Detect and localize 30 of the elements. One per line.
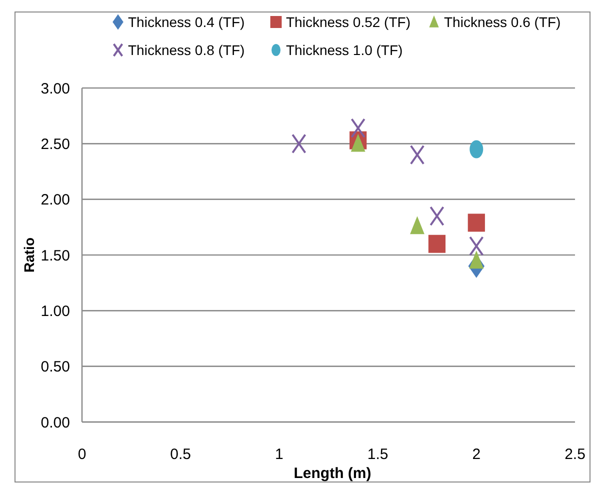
point bbox=[292, 134, 306, 154]
point bbox=[469, 236, 484, 256]
legend-label: Thickness 1.0 (TF) bbox=[286, 42, 403, 58]
y-tick-label: 3.00 bbox=[40, 80, 70, 98]
y-tick-label: 2.00 bbox=[40, 192, 70, 209]
x-tick-label: 0 bbox=[78, 446, 86, 463]
legend-label: Thickness 0.6 (TF) bbox=[444, 14, 561, 30]
y-tick-label: 2.50 bbox=[40, 136, 70, 153]
point bbox=[470, 140, 484, 158]
y-tick-label: 1.50 bbox=[40, 247, 70, 264]
legend-label: Thickness 0.52 (TF) bbox=[286, 14, 410, 30]
y-tick-label: 0.50 bbox=[40, 358, 70, 376]
x-tick-label: 1.5 bbox=[367, 446, 388, 463]
x-tick-label: 0.5 bbox=[170, 446, 192, 463]
legend-label: Thickness 0.8 (TF) bbox=[128, 42, 245, 58]
y-tick-label: 1.00 bbox=[40, 302, 70, 320]
point bbox=[468, 214, 485, 232]
y-tick-label: 0.00 bbox=[40, 414, 70, 432]
x-tick-label: 2 bbox=[472, 446, 481, 463]
point bbox=[350, 118, 366, 138]
legend-label: Thickness 0.4 (TF) bbox=[128, 14, 245, 30]
x-tick-label: 1 bbox=[275, 446, 284, 463]
point bbox=[428, 234, 446, 253]
y-axis-title: Ratio bbox=[21, 238, 37, 272]
point bbox=[430, 206, 444, 226]
x-tick-label: 2.5 bbox=[564, 446, 586, 463]
point bbox=[469, 250, 484, 269]
x-axis-title: Length (m) bbox=[294, 465, 372, 482]
point bbox=[410, 144, 425, 165]
point bbox=[410, 216, 424, 234]
